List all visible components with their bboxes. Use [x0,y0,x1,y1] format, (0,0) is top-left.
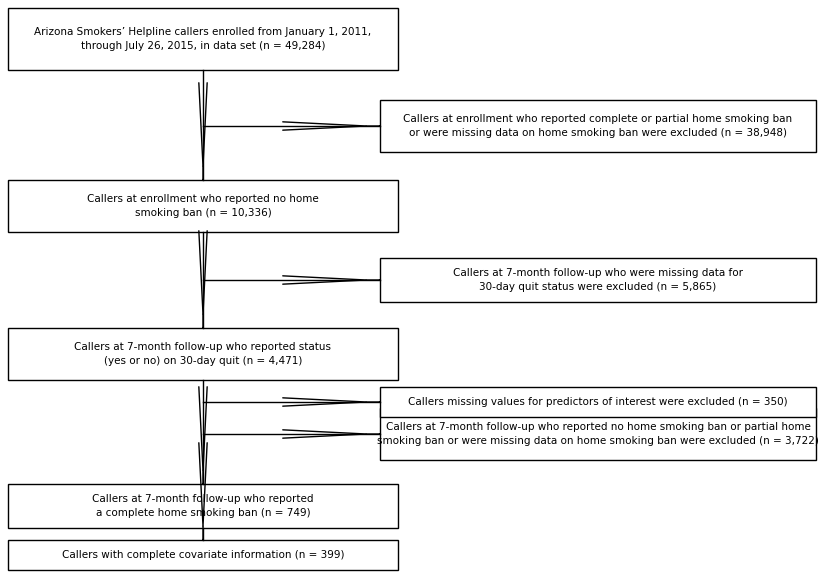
Bar [8,484,398,528]
Text: Callers with complete covariate information (n = 399): Callers with complete covariate informat… [62,550,344,560]
Bar [8,8,398,70]
Text: Callers at 7-month follow-up who reported status
(yes or no) on 30-day quit (n =: Callers at 7-month follow-up who reporte… [74,342,331,366]
Text: Callers at 7-month follow-up who were missing data for
30-day quit status were e: Callers at 7-month follow-up who were mi… [452,268,742,292]
Text: Callers at enrollment who reported complete or partial home smoking ban
or were : Callers at enrollment who reported compl… [403,114,791,138]
Text: Callers at 7-month follow-up who reported
a complete home smoking ban (n = 749): Callers at 7-month follow-up who reporte… [92,494,313,518]
Bar [380,100,815,152]
Text: Callers at enrollment who reported no home
smoking ban (n = 10,336): Callers at enrollment who reported no ho… [87,194,318,218]
Bar [8,328,398,380]
Bar [380,387,815,417]
Text: Arizona Smokers’ Helpline callers enrolled from January 1, 2011,
through July 26: Arizona Smokers’ Helpline callers enroll… [35,27,371,51]
Bar [380,258,815,302]
Bar [8,540,398,570]
Text: Callers at 7-month follow-up who reported no home smoking ban or partial home
sm: Callers at 7-month follow-up who reporte… [376,422,818,446]
Bar [8,180,398,232]
Bar [380,408,815,460]
Text: Callers missing values for predictors of interest were excluded (n = 350): Callers missing values for predictors of… [408,397,786,407]
